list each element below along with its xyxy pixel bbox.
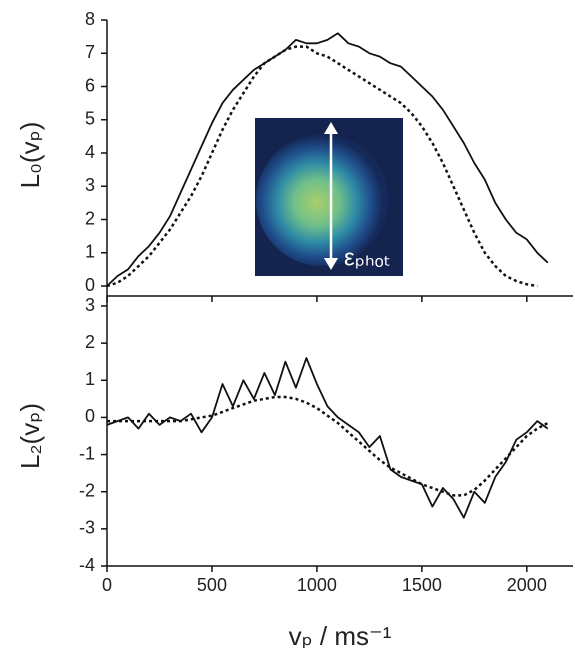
y-tick-label: 8 xyxy=(85,9,95,29)
inset-blob xyxy=(256,134,388,266)
y-tick-label: 0 xyxy=(85,406,95,426)
y-tick-label: 4 xyxy=(85,142,95,162)
x-axis-label: vₚ / ms⁻¹ xyxy=(289,621,392,651)
y-tick-label: 2 xyxy=(85,208,95,228)
data-line xyxy=(106,32,549,287)
x-tick-label: 1500 xyxy=(402,575,442,595)
y-tick-label: 7 xyxy=(85,42,95,62)
y-tick-label: -3 xyxy=(79,518,95,538)
y-tick-label: -1 xyxy=(79,443,95,463)
y-tick-label: -4 xyxy=(79,555,95,575)
y-tick-label: 1 xyxy=(85,242,95,262)
y-axis-label: L₂(vₚ) xyxy=(15,403,45,469)
x-tick-label: 2000 xyxy=(507,575,547,595)
x-tick-label: 500 xyxy=(197,575,227,595)
data-line xyxy=(106,45,538,288)
x-tick-label: 0 xyxy=(102,575,112,595)
annotation: εₚₕₒₜ xyxy=(344,244,391,271)
y-tick-label: 3 xyxy=(85,175,95,195)
y-tick-label: 0 xyxy=(85,275,95,295)
data-line xyxy=(107,395,549,497)
y-tick-label: -2 xyxy=(79,480,95,500)
y-axis-label: L₀(vₚ) xyxy=(15,122,45,189)
y-tick-label: 5 xyxy=(85,109,95,129)
y-tick-label: 3 xyxy=(85,295,95,315)
data-line xyxy=(106,357,549,519)
x-tick-label: 1000 xyxy=(297,575,337,595)
y-tick-label: 1 xyxy=(85,369,95,389)
y-tick-label: 6 xyxy=(85,75,95,95)
y-tick-label: 2 xyxy=(85,332,95,352)
